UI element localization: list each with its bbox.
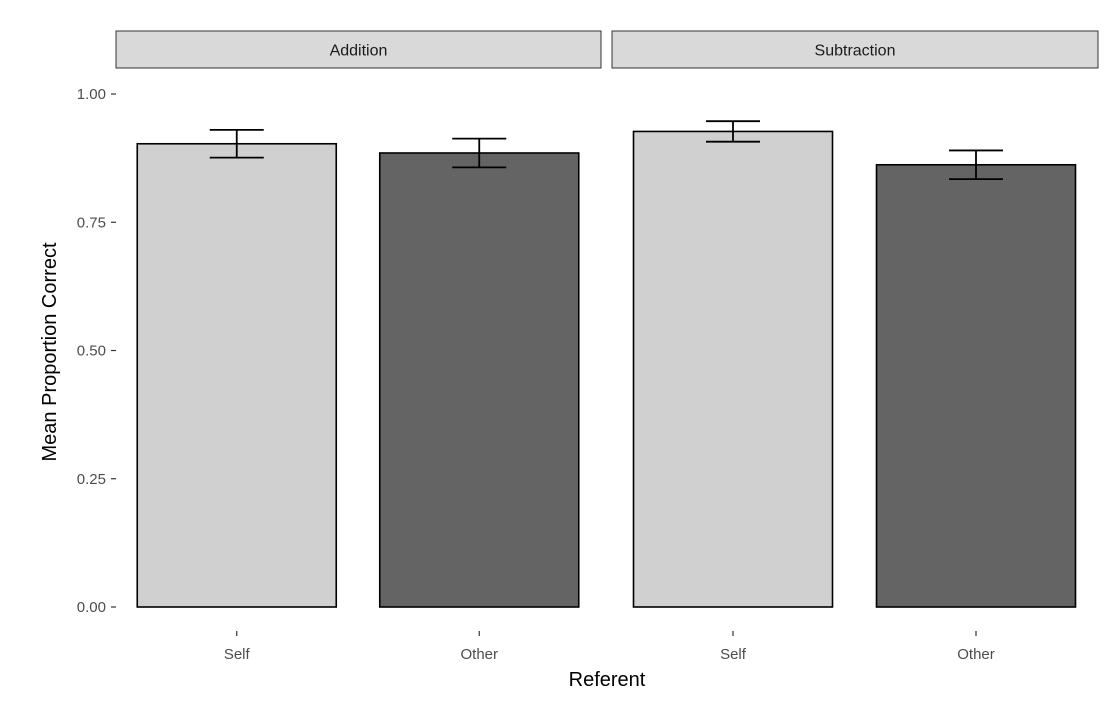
facet-strips: Addition Subtraction [115,30,1099,69]
facet-strip [611,30,1099,69]
bar [136,142,338,608]
facet-label: Addition [330,43,388,60]
error-bars [209,120,1003,181]
bars [136,130,1077,608]
x-axis: Self Other Self Other [224,631,995,663]
facet-label: Subtraction [815,43,896,60]
y-tick-label: 1.00 [77,86,106,103]
y-tick-label: 0.75 [77,214,106,231]
y-tick-label: 0.25 [77,471,106,488]
y-axis: 0.00 0.25 0.50 0.75 1.00 [77,86,116,616]
facet-strip [115,30,602,69]
x-tick-label: Other [957,646,995,663]
bar [875,163,1077,608]
y-tick-label: 0.00 [77,599,106,616]
x-tick-label: Self [224,646,251,663]
bar [632,130,834,608]
y-tick-label: 0.50 [77,343,106,360]
bar [378,152,580,608]
x-tick-label: Self [720,646,747,663]
x-axis-title: Referent [569,669,646,691]
y-axis-title: Mean Proportion Correct [39,242,61,461]
x-tick-label: Other [460,646,498,663]
